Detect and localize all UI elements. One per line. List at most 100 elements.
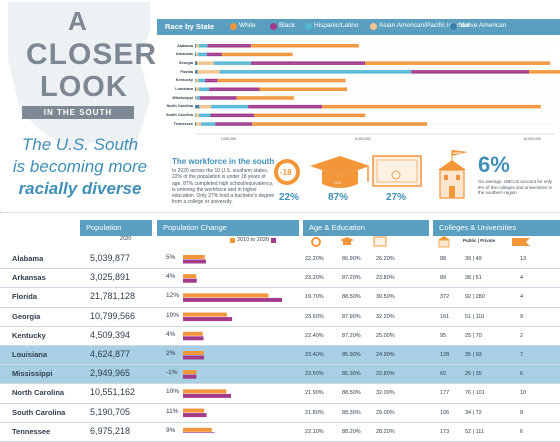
tagline-line-2: is becoming more (12, 157, 148, 176)
pop-bar-2020-alabama (183, 259, 206, 264)
row-bachelors: 28.20% (376, 428, 395, 435)
row-age: 22.10% (305, 428, 324, 435)
legend-label-1: Black (279, 22, 295, 29)
building-small-icon (438, 236, 450, 248)
legend-swatch-4 (450, 23, 457, 30)
race-state-label: Mississippi (172, 95, 193, 100)
race-bar-florida-1 (411, 70, 530, 74)
pop-bar-2010-south-carolina (183, 408, 205, 413)
row-public-private: 38 | 51 (465, 275, 482, 282)
row-high-school: 86.90% (342, 256, 361, 262)
race-bar-mississippi-3 (195, 96, 197, 100)
table-row: North Carolina 10,551,162 10% 21.90% 88.50% 3… (0, 384, 560, 403)
race-state-label: Arkansas (175, 52, 193, 57)
row-population: 5,190,705 (90, 406, 131, 417)
race-bar-mississippi-1 (199, 96, 237, 100)
race-bar-arkansas-2 (198, 52, 207, 57)
hbcu-building-icon (438, 150, 468, 199)
race-bar-tennessee-2 (201, 122, 216, 126)
pop-bar-2020-south-carolina (183, 413, 207, 418)
row-divider (0, 421, 560, 423)
race-state-label: Alabama (177, 43, 193, 48)
pop-bar-2010-mississippi (183, 370, 197, 375)
row-high-school: 87.20% (342, 275, 361, 282)
row-divider (0, 268, 560, 270)
row-bachelors: 32.00% (376, 390, 395, 397)
hbcu-stat: 6% (478, 152, 510, 177)
race-state-label: Florida (180, 69, 193, 74)
row-high-school: 85.30% (342, 371, 361, 378)
pop-bar-2020-kentucky (183, 336, 204, 341)
row-bachelors: 30.50% (376, 294, 395, 301)
row-change: 12% (166, 292, 180, 300)
pop-bar-2010-alabama (183, 255, 205, 259)
row-population: 10,799,566 (90, 310, 136, 321)
row-change: -1% (166, 369, 178, 377)
row-hbcu: 9 (520, 313, 524, 320)
row-colleges: 173 (440, 428, 450, 435)
table-row: Kentucky 4,509,394 4% 22.40% 87.20% 25.00% 95 2… (0, 327, 560, 346)
race-chart-header: Race by State (157, 19, 560, 35)
race-bar-south-carolina-2 (199, 113, 211, 118)
row-high-school: 88.50% (342, 390, 361, 397)
table-row: Alabama 5,039,877 5% 22.20% 86.90% 26.20% 88 39… (0, 250, 560, 269)
legend-swatch-2 (305, 23, 312, 30)
row-bachelors: 25.00% (376, 332, 395, 339)
race-state-label: Tennessee (173, 121, 193, 126)
row-colleges: 372 (440, 294, 450, 301)
header-change-label: Population Change (163, 223, 227, 232)
row-population: 4,509,394 (90, 329, 131, 340)
row-bachelors: 24.90% (376, 352, 395, 358)
row-age: 21.80% (305, 409, 324, 416)
stat-under-18: 22% (279, 192, 300, 203)
hbcu-flag-label: HBCU (453, 151, 462, 155)
legend-swatch-3 (370, 23, 377, 30)
header-age-education: Age & Education (303, 220, 429, 236)
row-bachelors: 29.00% (376, 409, 395, 416)
row-divider (0, 306, 560, 308)
row-population: 4,624,877 (90, 349, 131, 359)
row-public-private: 51 | 110 (465, 313, 485, 320)
legend-label-0: White (239, 22, 256, 29)
race-axis-tick: 10,000,000 (523, 137, 541, 141)
pop-bar-2020-arkansas (183, 278, 197, 283)
row-state: Louisiana (12, 350, 48, 359)
pop-bar-2010-florida (183, 293, 269, 298)
race-chart-title: Race by State (165, 22, 215, 31)
row-public-private: 34 | 72 (465, 409, 482, 416)
graduation-cap-icon (310, 156, 370, 188)
row-public-private: 39 | 49 (465, 256, 482, 262)
race-bar-tennessee-3 (196, 122, 202, 126)
header-population: Population (80, 220, 152, 236)
row-public-private: 35 | 93 (465, 352, 482, 358)
row-high-school: 88.30% (342, 409, 361, 416)
row-hbcu: 10 (520, 390, 527, 397)
row-high-school: 88.20% (342, 428, 361, 435)
row-age: 21.90% (305, 390, 324, 397)
table-row: Louisiana 4,624,877 2% 23.40% 85.90% 24.90% 12… (0, 346, 560, 366)
diploma-small-icon (373, 236, 387, 247)
row-colleges: 161 (440, 313, 450, 320)
row-divider (0, 383, 560, 385)
workforce-icons (274, 150, 468, 199)
row-population: 6,975,218 (90, 425, 131, 436)
stat-high-school: 87% (328, 192, 349, 203)
legend-label-3: Asian American/Pacific Islander (379, 22, 471, 29)
race-chart (195, 44, 560, 135)
race-bar-georgia-2 (213, 61, 251, 65)
row-bachelors: 26.20% (376, 256, 395, 262)
race-bar-louisiana-1 (209, 87, 260, 91)
race-bar-kentucky-3 (195, 78, 199, 83)
race-axis-tick: 5,000,000 (355, 137, 371, 141)
tagline-line-3-text: racially diverse (18, 179, 142, 198)
row-divider (0, 402, 560, 404)
header-colleges: Colleges & Universities (433, 220, 560, 236)
row-public-private: 25 | 35 (465, 371, 482, 378)
workforce-text: In 2020 across the 10 U.S. southern stat… (172, 168, 275, 206)
row-population: 3,025,891 (90, 272, 131, 283)
header-population-year: 2020 (120, 236, 132, 242)
row-hbcu: 6 (520, 371, 524, 378)
header-population-change: Population Change (157, 220, 299, 236)
certificate-icon (372, 155, 422, 187)
row-bachelors: 32.20% (376, 313, 395, 320)
